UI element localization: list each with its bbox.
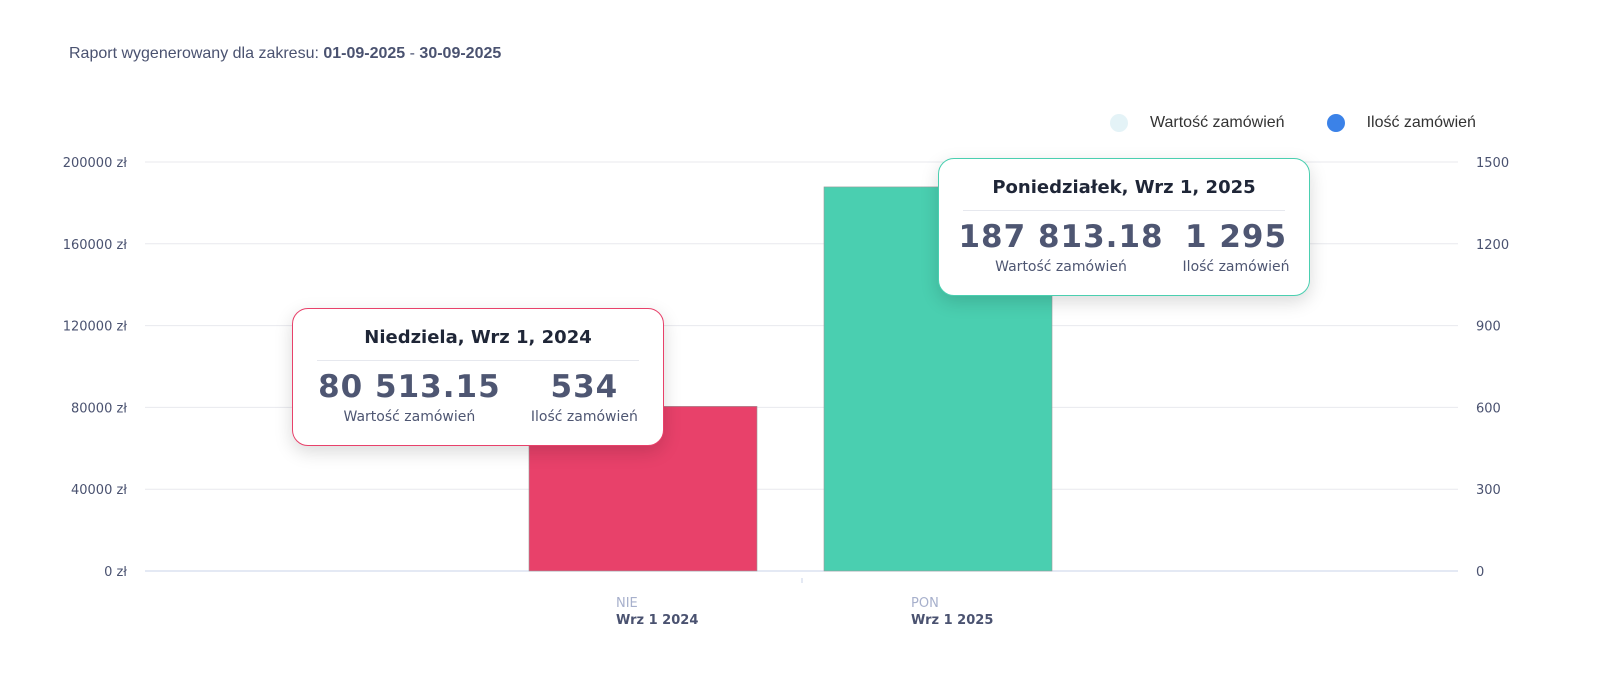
x-label-date: Wrz 1 2024 (616, 613, 698, 628)
y-left-tick: 0 zł (104, 565, 127, 580)
y-left-tick: 80000 zł (71, 401, 127, 416)
legend-item-value[interactable]: Wartość zamówień (1110, 114, 1285, 132)
tooltip-title: Poniedziałek, Wrz 1, 2025 (992, 177, 1256, 198)
y-right-tick: 0 (1476, 565, 1484, 580)
tooltip-value: 80 513.15 (318, 369, 501, 405)
y-right-tick: 300 (1476, 483, 1501, 498)
x-label-day: PON (911, 596, 939, 611)
legend-item-count[interactable]: Ilość zamówień (1326, 114, 1476, 132)
tooltip-2024: Niedziela, Wrz 1, 2024 80 513.15 Wartość … (292, 308, 664, 446)
divider (317, 360, 639, 361)
divider (963, 210, 1285, 211)
tooltip-title: Niedziela, Wrz 1, 2024 (364, 327, 592, 348)
y-right-tick: 1200 (1476, 238, 1509, 253)
tooltip-2025: Poniedziałek, Wrz 1, 2025 187 813.18 Wart… (938, 158, 1310, 296)
y-left-tick: 40000 zł (71, 483, 127, 498)
tooltip-value: 187 813.18 (958, 219, 1164, 255)
range-start: 01-09-2025 (323, 45, 406, 62)
y-right-tick: 1500 (1476, 156, 1509, 171)
tooltip-count: 1 295 (1185, 219, 1288, 255)
x-label-date: Wrz 1 2025 (911, 613, 993, 628)
y-right-tick: 600 (1476, 401, 1501, 416)
x-label-day: NIE (616, 596, 638, 611)
report-range: Raport wygenerowany dla zakresu: 01-09-2… (69, 45, 502, 62)
tooltip-count: 534 (550, 369, 619, 405)
legend-dot-icon (1326, 114, 1345, 132)
y-right-tick: 900 (1476, 320, 1501, 335)
range-end: 30-09-2025 (419, 45, 502, 62)
y-left-tick: 160000 zł (63, 238, 128, 253)
legend: Wartość zamówień Ilość zamówień (1110, 114, 1518, 132)
legend-dot-icon (1110, 114, 1128, 132)
y-left-tick: 200000 zł (63, 156, 128, 171)
y-left-tick: 120000 zł (63, 320, 128, 335)
